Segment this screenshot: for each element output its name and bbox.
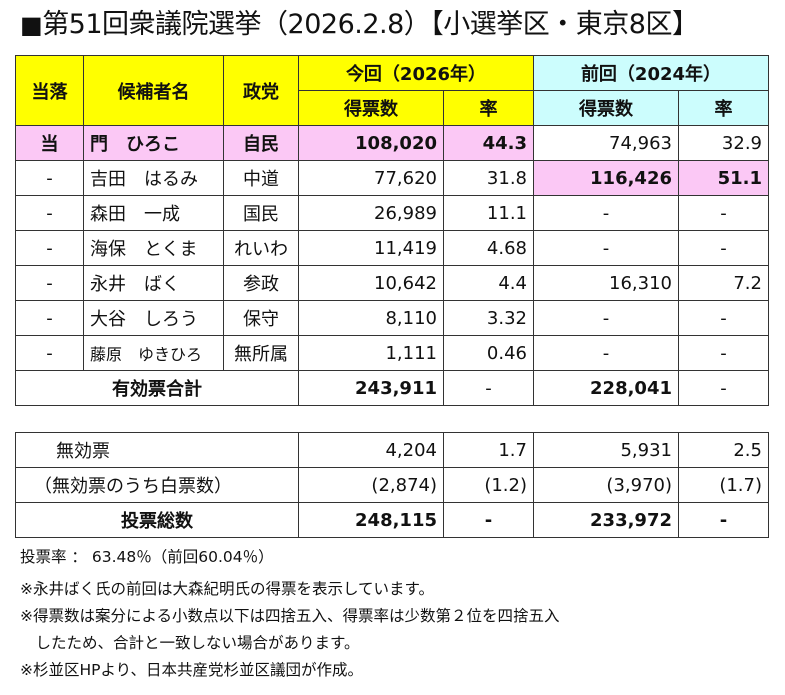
blank-rate: (1.2) bbox=[443, 467, 534, 503]
prev-rate-cell: - bbox=[678, 195, 769, 231]
total-prev-rate: - bbox=[678, 502, 769, 538]
valid-total-rate: - bbox=[443, 370, 534, 406]
invalid-votes: 4,204 bbox=[298, 432, 444, 468]
page-title: ■第51回衆議院選挙（2026.2.8）【小選挙区・東京8区】 bbox=[20, 8, 699, 42]
invalid-prev-votes: 5,931 bbox=[533, 432, 679, 468]
votes-cell: 8,110 bbox=[298, 300, 444, 336]
candidate-name: 永井 ばく bbox=[83, 265, 224, 301]
votes-cell: 77,620 bbox=[298, 160, 444, 196]
candidate-row: - 森田 一成 国民 26,989 11.1 - - bbox=[15, 195, 769, 231]
party-cell: 国民 bbox=[223, 195, 299, 231]
rate-cell: 4.68 bbox=[443, 230, 534, 266]
rate-cell: 3.32 bbox=[443, 300, 534, 336]
footnote: ※永井ばく氏の前回は大森紀明氏の得票を表示しています。 bbox=[20, 580, 434, 598]
total-prev-votes: 233,972 bbox=[533, 502, 679, 538]
blank-row: （無効票のうち白票数） (2,874) (1.2) (3,970) (1.7) bbox=[15, 467, 769, 503]
footnote: したため、合計と一致しない場合があります。 bbox=[20, 634, 360, 652]
candidate-name: 大谷 しろう bbox=[83, 300, 224, 336]
party-cell: れいわ bbox=[223, 230, 299, 266]
result-cell: - bbox=[15, 195, 84, 231]
blank-label: （無効票のうち白票数） bbox=[15, 467, 299, 503]
prev-rate-cell: 7.2 bbox=[678, 265, 769, 301]
candidate-name: 海保 とくま bbox=[83, 230, 224, 266]
votes-cell: 108,020 bbox=[298, 125, 444, 161]
party-cell: 保守 bbox=[223, 300, 299, 336]
rate-cell: 4.4 bbox=[443, 265, 534, 301]
prev-votes-cell: 116,426 bbox=[533, 160, 679, 196]
rate-cell: 31.8 bbox=[443, 160, 534, 196]
rate-cell: 11.1 bbox=[443, 195, 534, 231]
valid-total-label: 有効票合計 bbox=[15, 370, 299, 406]
candidate-row: - 藤原 ゆきひろ 無所属 1,111 0.46 - - bbox=[15, 335, 769, 371]
result-cell: 当 bbox=[15, 125, 84, 161]
prev-votes-cell: - bbox=[533, 300, 679, 336]
valid-total-prev-rate: - bbox=[678, 370, 769, 406]
summary-table: 無効票 4,204 1.7 5,931 2.5 （無効票のうち白票数） (2,8… bbox=[15, 432, 769, 538]
blank-prev-rate: (1.7) bbox=[678, 467, 769, 503]
total-label: 投票総数 bbox=[15, 502, 299, 538]
candidate-name: 森田 一成 bbox=[83, 195, 224, 231]
title-text: 第51回衆議院選挙（2026.2.8）【小選挙区・東京8区】 bbox=[42, 9, 699, 40]
prev-rate-cell: 51.1 bbox=[678, 160, 769, 196]
blank-votes: (2,874) bbox=[298, 467, 444, 503]
header-previous-election: 前回（2024年） bbox=[533, 55, 769, 91]
footnote: ※得票数は案分による小数点以下は四捨五入、得票率は少数第２位を四捨五入 bbox=[20, 607, 560, 625]
total-row: 投票総数 248,115 - 233,972 - bbox=[15, 502, 769, 538]
prev-votes-cell: 74,963 bbox=[533, 125, 679, 161]
prev-rate-cell: - bbox=[678, 230, 769, 266]
prev-votes-cell: 16,310 bbox=[533, 265, 679, 301]
prev-votes-cell: - bbox=[533, 335, 679, 371]
header-party: 政党 bbox=[223, 55, 299, 126]
total-votes: 248,115 bbox=[298, 502, 444, 538]
valid-total-votes: 243,911 bbox=[298, 370, 444, 406]
invalid-row: 無効票 4,204 1.7 5,931 2.5 bbox=[15, 432, 769, 468]
prev-rate-cell: - bbox=[678, 335, 769, 371]
candidate-row: - 大谷 しろう 保守 8,110 3.32 - - bbox=[15, 300, 769, 336]
header-current-rate: 率 bbox=[443, 90, 534, 126]
candidate-name: 藤原 ゆきひろ bbox=[83, 335, 224, 371]
votes-cell: 11,419 bbox=[298, 230, 444, 266]
title-square-mark: ■ bbox=[20, 11, 43, 39]
total-rate: - bbox=[443, 502, 534, 538]
prev-votes-cell: - bbox=[533, 195, 679, 231]
header-current-votes: 得票数 bbox=[298, 90, 444, 126]
valid-total-prev-votes: 228,041 bbox=[533, 370, 679, 406]
prev-votes-cell: - bbox=[533, 230, 679, 266]
result-cell: - bbox=[15, 300, 84, 336]
invalid-prev-rate: 2.5 bbox=[678, 432, 769, 468]
footnote: ※杉並区HPより、日本共産党杉並区議団が作成。 bbox=[20, 661, 364, 679]
prev-rate-cell: 32.9 bbox=[678, 125, 769, 161]
header-current-election: 今回（2026年） bbox=[298, 55, 534, 91]
result-cell: - bbox=[15, 335, 84, 371]
candidate-name: 吉田 はるみ bbox=[83, 160, 224, 196]
candidate-row: 当 門 ひろこ 自民 108,020 44.3 74,963 32.9 bbox=[15, 125, 769, 161]
candidate-row: - 吉田 はるみ 中道 77,620 31.8 116,426 51.1 bbox=[15, 160, 769, 196]
invalid-rate: 1.7 bbox=[443, 432, 534, 468]
header-result: 当落 bbox=[15, 55, 84, 126]
votes-cell: 1,111 bbox=[298, 335, 444, 371]
candidate-row: - 海保 とくま れいわ 11,419 4.68 - - bbox=[15, 230, 769, 266]
party-cell: 中道 bbox=[223, 160, 299, 196]
party-cell: 参政 bbox=[223, 265, 299, 301]
header-candidate: 候補者名 bbox=[83, 55, 224, 126]
blank-prev-votes: (3,970) bbox=[533, 467, 679, 503]
result-cell: - bbox=[15, 230, 84, 266]
header-previous-rate: 率 bbox=[678, 90, 769, 126]
votes-cell: 26,989 bbox=[298, 195, 444, 231]
result-cell: - bbox=[15, 265, 84, 301]
candidate-row: - 永井 ばく 参政 10,642 4.4 16,310 7.2 bbox=[15, 265, 769, 301]
invalid-label: 無効票 bbox=[15, 432, 299, 468]
party-cell: 自民 bbox=[223, 125, 299, 161]
turnout-note: 投票率 ： 63.48％（前回60.04％） bbox=[20, 548, 274, 566]
result-cell: - bbox=[15, 160, 84, 196]
party-cell: 無所属 bbox=[223, 335, 299, 371]
rate-cell: 44.3 bbox=[443, 125, 534, 161]
header-previous-votes: 得票数 bbox=[533, 90, 679, 126]
rate-cell: 0.46 bbox=[443, 335, 534, 371]
valid-total-row: 有効票合計 243,911 - 228,041 - bbox=[15, 370, 769, 406]
results-table: 当落 候補者名 政党 今回（2026年） 前回（2024年） 得票数 率 得票数… bbox=[15, 55, 769, 406]
votes-cell: 10,642 bbox=[298, 265, 444, 301]
prev-rate-cell: - bbox=[678, 300, 769, 336]
candidate-name: 門 ひろこ bbox=[83, 125, 224, 161]
